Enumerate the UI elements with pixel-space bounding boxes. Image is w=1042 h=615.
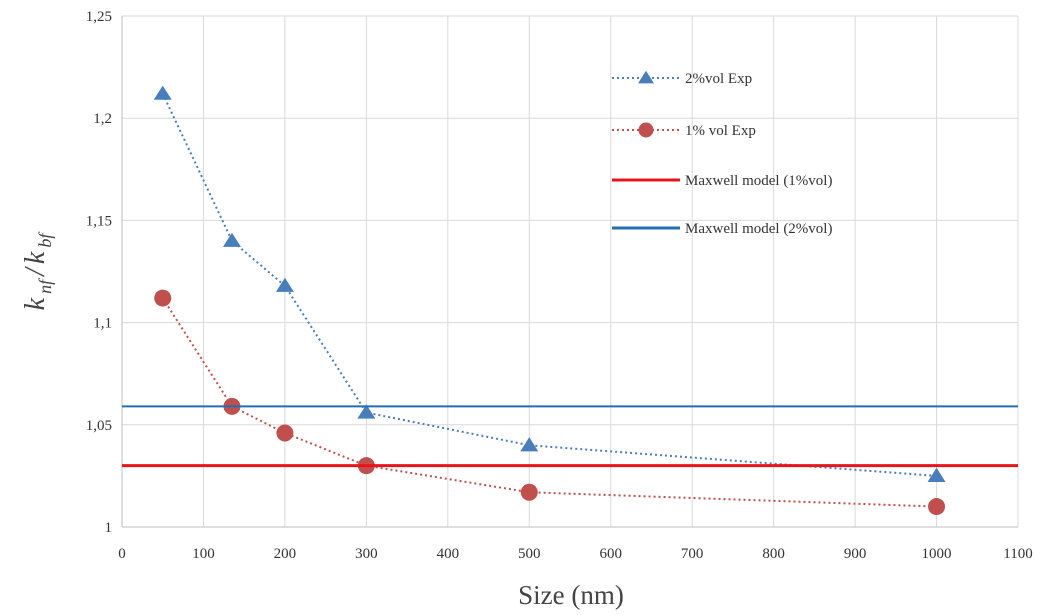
axes [121,16,1018,528]
data-point [520,437,539,452]
y-tick-label: 1,1 [93,316,112,332]
data-point [927,467,946,482]
data-point [276,424,294,442]
legend-label: Maxwell model (1%vol) [685,173,832,189]
legend-item-1: 2%vol Exp [612,70,752,87]
data-point [153,85,172,100]
x-tick-label: 600 [599,546,622,562]
y-tick-label: 1,15 [86,213,112,229]
x-tick-label: 400 [437,546,460,562]
legend-item-4: Maxwell model (2%vol) [612,221,832,237]
x-axis-title: Size (nm) [518,580,624,610]
y-tick-label: 1,05 [86,418,112,434]
data-point [520,483,538,501]
y-tick-label: 1,2 [93,111,112,127]
series-1 [153,85,946,482]
data-point [928,498,946,516]
x-tick-label: 500 [518,546,541,562]
series-layer [122,85,1018,516]
series-line [161,297,937,508]
y-axis-title-k1: k [20,297,51,310]
data-point [154,289,172,307]
legend-item-2: 1% vol Exp [612,122,756,139]
data-point [275,277,294,292]
x-tick-label: 300 [355,546,378,562]
legend-marker [638,122,654,138]
tick-labels: 0 100 200 300 400 500 600 700 800 900 1000 1100 1 1,0… [86,9,1033,562]
data-point [222,232,241,247]
y-tick-label: 1 [105,520,113,536]
x-tick-label: 200 [274,546,297,562]
series-2 [154,289,946,516]
legend-item-3: Maxwell model (1%vol) [612,173,832,189]
y-axis-title-sub2: bf [35,231,55,248]
y-axis-title: k nf / k bf [20,231,55,311]
y-tick-label: 1,25 [86,9,112,25]
y-axis-title-sep: / [20,266,51,278]
x-tick-label: 900 [844,546,867,562]
y-axis-title-k2: k [20,251,51,264]
data-point [357,404,376,419]
legend-label: 2%vol Exp [685,71,752,87]
x-tick-label: 100 [192,546,215,562]
legend-marker [638,70,654,84]
y-axis-title-sub1: nf [35,277,55,294]
x-tick-label: 1000 [922,546,952,562]
legend: 2%vol Exp 1% vol Exp Maxwell model (1%vol)… [612,70,832,237]
x-tick-label: 1100 [1003,546,1032,562]
x-tick-label: 0 [118,546,126,562]
x-tick-label: 800 [762,546,785,562]
grid [122,15,1019,527]
legend-label: Maxwell model (2%vol) [685,221,832,237]
legend-label: 1% vol Exp [685,123,756,139]
x-tick-label: 700 [681,546,704,562]
series-line [161,93,937,477]
